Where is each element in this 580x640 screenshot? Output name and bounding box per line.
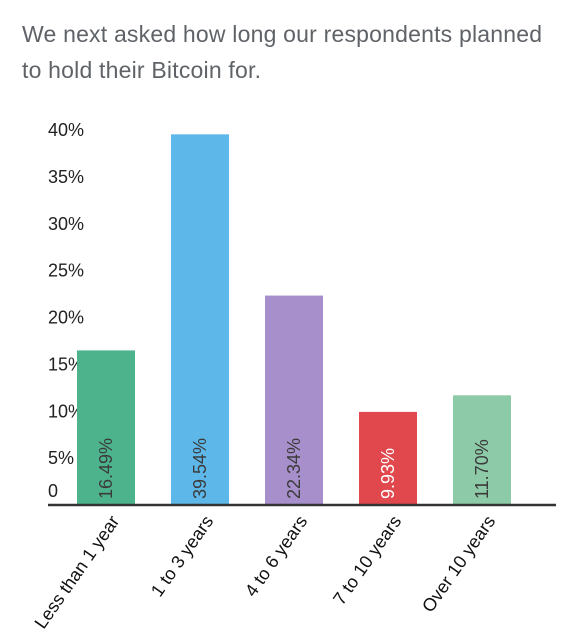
- y-tick-label: 5%: [48, 448, 74, 468]
- x-tick-label: 7 to 10 years: [329, 512, 405, 609]
- y-tick-label: 20%: [48, 308, 84, 328]
- x-tick-label: Less than 1 year: [31, 512, 124, 632]
- x-tick-label: Over 10 years: [418, 512, 499, 616]
- x-tick-label: 1 to 3 years: [147, 512, 217, 601]
- intro-text: We next asked how long our respondents p…: [22, 21, 543, 83]
- y-tick-label: 15%: [48, 354, 84, 374]
- bar: [171, 134, 229, 505]
- bar-data-label: 22.34%: [284, 438, 304, 499]
- y-tick-label: 0: [48, 481, 58, 501]
- bar-data-label: 39.54%: [190, 438, 210, 499]
- x-tick-label: 4 to 6 years: [241, 512, 311, 601]
- bar-data-label: 16.49%: [96, 438, 116, 499]
- y-tick-label: 25%: [48, 261, 84, 281]
- y-tick-label: 30%: [48, 214, 84, 234]
- bar: [77, 350, 135, 505]
- y-tick-label: 40%: [48, 120, 84, 140]
- bar-data-label: 11.70%: [472, 439, 492, 499]
- y-tick-label: 35%: [48, 167, 84, 187]
- bar-data-label: 9.93%: [378, 448, 398, 499]
- bar: [265, 295, 323, 505]
- bar: [453, 395, 511, 505]
- bar: [359, 411, 417, 505]
- y-tick-label: 10%: [48, 401, 84, 421]
